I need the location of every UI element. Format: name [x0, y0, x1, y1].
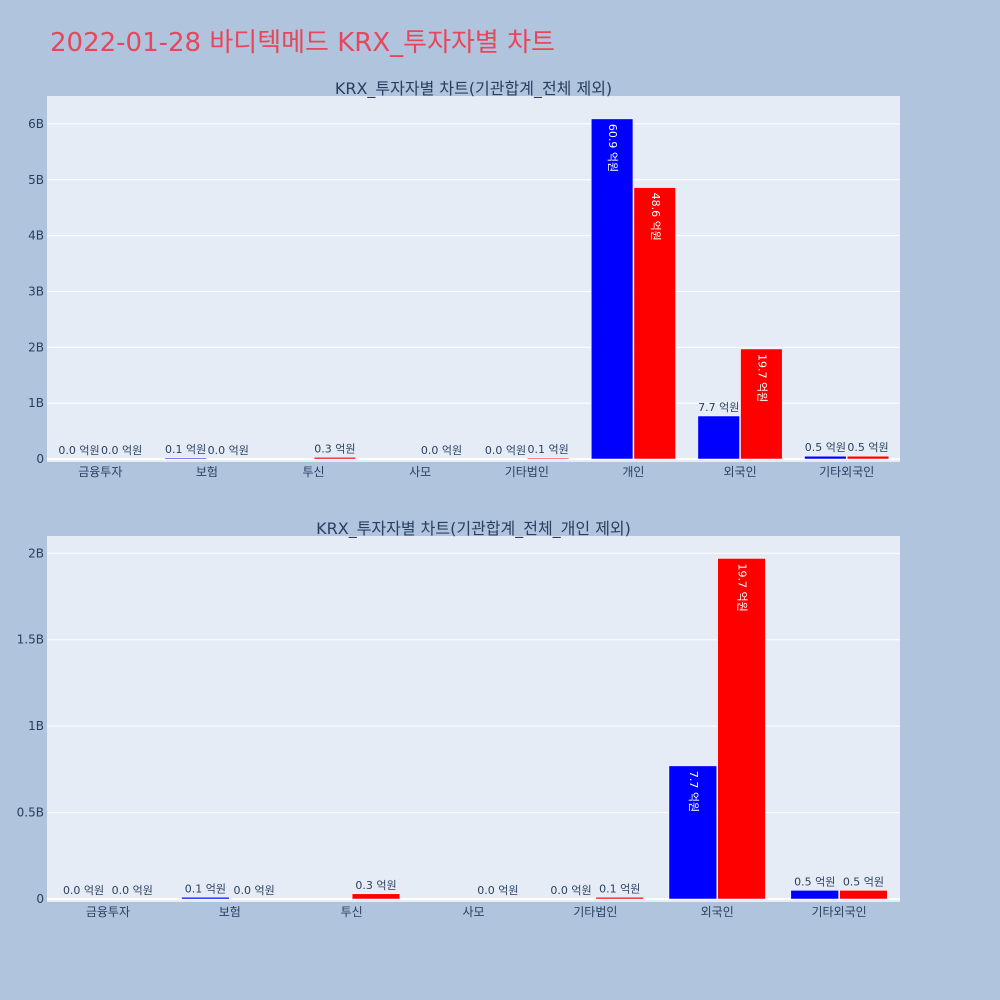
data-label: 0.3 억원	[355, 879, 396, 892]
plot-area	[47, 536, 900, 902]
bar	[595, 897, 644, 900]
x-tick-label: 투신	[341, 905, 363, 919]
data-label: 0.1 억원	[528, 443, 569, 456]
chart-2: 0 0.5B 1B 1.5B 2B KRX_투자자별 차트(기관합계_전체_개인 제외) 금…	[17, 519, 900, 919]
data-label: 0.1 억원	[165, 443, 206, 456]
x-tick-label: 외국인	[724, 465, 757, 479]
data-label: 0.5 억원	[847, 441, 888, 454]
y-tick-label: 2B	[28, 546, 44, 560]
y-tick-label: 1.5B	[17, 633, 44, 647]
bar	[697, 415, 740, 460]
y-tick-label: 0	[36, 452, 44, 466]
x-tick-label: 금융투자	[78, 465, 122, 479]
bar	[313, 457, 356, 460]
data-label: 0.0 억원	[63, 884, 104, 897]
x-tick-label: 기타법인	[573, 905, 617, 919]
y-tick-label: 1B	[28, 396, 44, 410]
data-label: 0.0 억원	[421, 444, 462, 457]
x-tick-label: 보험	[219, 905, 241, 919]
data-label: 0.0 억원	[58, 444, 99, 457]
x-tick-label: 기타외국인	[811, 905, 866, 919]
bar	[164, 457, 207, 460]
data-label: 60.9 억원	[606, 124, 619, 172]
bar	[740, 348, 783, 460]
y-tick-label: 0.5B	[17, 806, 44, 820]
bar	[839, 890, 888, 900]
x-tick-label: 보험	[196, 465, 218, 479]
page-title: 2022-01-28 바디텍메드 KRX_투자자별 차트	[50, 28, 555, 58]
x-tick-label: 사모	[462, 905, 484, 919]
y-tick-label: 5B	[28, 173, 44, 187]
bar	[527, 457, 570, 460]
y-tick-label: 1B	[28, 719, 44, 733]
y-tick-label: 0	[36, 892, 44, 906]
chart-title: KRX_투자자별 차트(기관합계_전체 제외)	[335, 79, 612, 99]
data-label: 19.7 억원	[755, 354, 768, 402]
bar	[846, 455, 890, 460]
data-label: 48.6 억원	[649, 193, 662, 241]
bar	[804, 455, 847, 460]
data-label: 0.1 억원	[599, 882, 640, 895]
bar	[717, 558, 766, 900]
bar	[790, 890, 839, 900]
chart-title: KRX_투자자별 차트(기관합계_전체_개인 제외)	[316, 519, 631, 539]
data-label: 7.7 억원	[687, 771, 700, 812]
y-tick-label: 6B	[28, 117, 44, 131]
data-label: 0.0 억원	[208, 444, 249, 457]
bar	[668, 765, 717, 900]
x-tick-label: 개인	[622, 465, 644, 479]
data-label: 7.7 억원	[698, 401, 739, 414]
bar	[591, 118, 634, 460]
data-label: 0.5 억원	[794, 875, 835, 888]
data-label: 0.0 억원	[112, 884, 153, 897]
x-tick-label: 투신	[303, 465, 325, 479]
data-label: 0.0 억원	[485, 444, 526, 457]
data-label: 0.0 억원	[477, 884, 518, 897]
data-label: 0.0 억원	[234, 884, 275, 897]
x-tick-label: 외국인	[701, 905, 734, 919]
data-label: 19.7 억원	[736, 563, 749, 611]
bar	[181, 897, 230, 900]
data-label: 0.5 억원	[843, 875, 884, 888]
x-tick-label: 금융투자	[86, 905, 130, 919]
data-label: 0.3 억원	[314, 442, 355, 455]
bar	[633, 187, 676, 460]
chart-1: 0 1B 2B 3B 4B 5B 6B KRX_투자자별 차트(기관합계_전체 제외) 금융투자…	[28, 79, 900, 479]
y-tick-label: 2B	[28, 340, 44, 354]
x-tick-label: 사모	[409, 465, 431, 479]
data-label: 0.1 억원	[185, 882, 226, 895]
data-label: 0.0 억원	[550, 884, 591, 897]
y-tick-label: 3B	[28, 284, 44, 298]
data-label: 0.0 억원	[101, 444, 142, 457]
bar	[351, 893, 401, 900]
y-tick-label: 4B	[28, 229, 44, 243]
x-tick-label: 기타외국인	[819, 465, 874, 479]
data-label: 0.5 억원	[805, 441, 846, 454]
x-tick-label: 기타법인	[505, 465, 549, 479]
